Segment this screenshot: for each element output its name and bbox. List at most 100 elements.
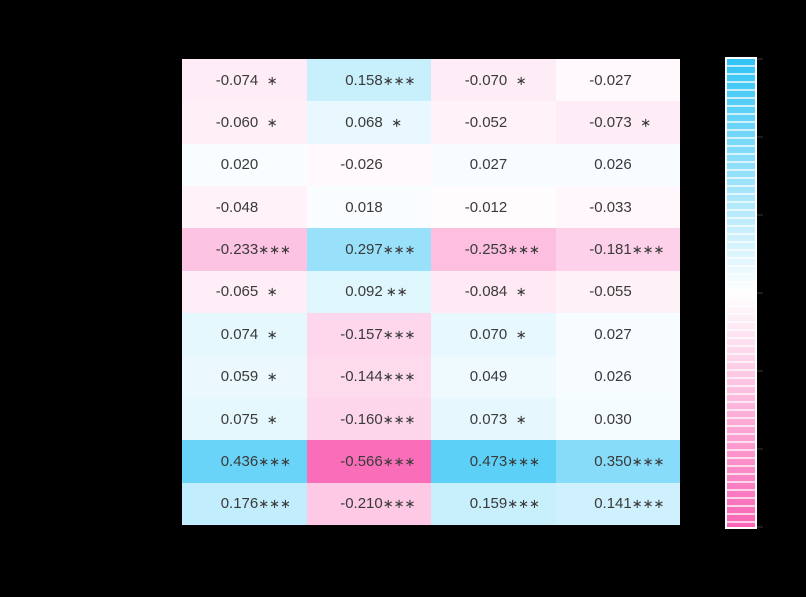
cell-value: -0.073 — [589, 114, 632, 132]
heatmap-cell: -0.181 ∗∗∗ — [555, 228, 680, 271]
heatmap-cell: -0.160 ∗∗∗ — [306, 397, 431, 441]
cell-significance-stars: ∗∗∗ — [258, 496, 291, 512]
heatmap-cell: 0.473 ∗∗∗ — [431, 440, 556, 483]
heatmap-cell: -0.052 — [431, 101, 556, 144]
cell-significance-stars: ∗ — [266, 115, 278, 131]
cell-value: -0.070 — [464, 71, 508, 89]
cell-value: 0.027 — [594, 325, 632, 343]
cell-value: 0.074 — [220, 325, 259, 343]
cell-significance-stars: ∗ — [640, 115, 652, 131]
heatmap-cell: -0.210 ∗∗∗ — [306, 482, 431, 525]
cell-significance-stars: ∗∗∗ — [382, 242, 416, 258]
colorbar-gradient — [727, 59, 755, 527]
colorbar-stripes — [727, 59, 755, 527]
colorbar-tick — [757, 58, 763, 60]
cell-significance-stars: ∗∗∗ — [382, 411, 416, 427]
cell-value: -0.084 — [464, 283, 508, 301]
cell-significance-stars: ∗∗∗ — [507, 496, 540, 512]
cell-significance-stars: ∗∗∗ — [258, 453, 291, 469]
heatmap-cell: 0.075 ∗ — [182, 397, 307, 441]
cell-value: -0.012 — [464, 198, 508, 216]
colorbar-tick — [757, 135, 763, 138]
heatmap-cell: -0.566 ∗∗∗ — [306, 440, 431, 483]
heatmap-cell: -0.157 ∗∗∗ — [306, 313, 431, 356]
cell-value: -0.160 — [340, 410, 383, 428]
heatmap-cell: 0.049 — [431, 355, 556, 398]
cell-significance-stars: ∗∗∗ — [382, 369, 416, 385]
cell-value: -0.210 — [340, 495, 383, 513]
heatmap-cell: -0.144 ∗∗∗ — [306, 355, 431, 398]
cell-significance-stars: ∗∗∗ — [382, 453, 416, 469]
heatmap-cell: 0.027 — [431, 143, 556, 187]
cell-significance-stars: ∗∗ — [385, 284, 408, 300]
cell-significance-stars: ∗ — [266, 369, 278, 385]
cell-value: 0.176 — [220, 495, 259, 513]
cell-value: -0.052 — [464, 114, 508, 132]
heatmap-cell: 0.027 — [555, 313, 680, 356]
cell-significance-stars: ∗∗∗ — [258, 242, 291, 258]
cell-value: -0.027 — [589, 71, 632, 89]
colorbar-tick — [757, 369, 763, 372]
cell-value: 0.030 — [594, 410, 632, 428]
cell-value: 0.070 — [469, 325, 508, 343]
colorbar-tick — [757, 213, 763, 216]
heatmap-cell: 0.141 ∗∗∗ — [555, 482, 680, 525]
cell-value: 0.092 — [345, 283, 383, 301]
cell-significance-stars: ∗ — [266, 72, 278, 88]
cell-value: 0.020 — [220, 156, 259, 174]
cell-value: -0.144 — [340, 368, 383, 386]
cell-value: -0.253 — [464, 241, 508, 259]
cell-value: 0.473 — [469, 452, 508, 470]
colorbar-tick — [757, 526, 763, 528]
heatmap-cell: -0.073 ∗ — [555, 101, 680, 144]
heatmap-cell: -0.012 — [431, 186, 556, 229]
heatmap-cell: 0.092 ∗∗ — [306, 270, 431, 314]
cell-significance-stars: ∗∗∗ — [631, 242, 665, 258]
cell-value: 0.049 — [469, 368, 508, 386]
cell-significance-stars: ∗∗∗ — [507, 242, 540, 258]
cell-value: 0.026 — [594, 368, 632, 386]
heatmap-cell: 0.073 ∗ — [431, 397, 556, 441]
heatmap-cell: -0.055 — [555, 270, 680, 314]
cell-value: 0.027 — [469, 156, 508, 174]
cell-value: 0.073 — [469, 410, 508, 428]
cell-value: 0.026 — [594, 156, 632, 174]
cell-significance-stars: ∗ — [266, 411, 278, 427]
heatmap-cell: 0.158 ∗∗∗ — [306, 59, 431, 102]
heatmap-cell: -0.065 ∗ — [182, 270, 307, 314]
heatmap-cell: -0.233 ∗∗∗ — [182, 228, 307, 271]
heatmap-cell: 0.018 — [306, 186, 431, 229]
cell-significance-stars: ∗ — [266, 326, 278, 342]
cell-significance-stars: ∗∗∗ — [631, 453, 665, 469]
cell-value: -0.181 — [589, 241, 632, 259]
cell-value: -0.074 — [215, 71, 259, 89]
heatmap-cell: 0.350 ∗∗∗ — [555, 440, 680, 483]
heatmap-cell: -0.027 — [555, 59, 680, 102]
cell-value: 0.350 — [594, 452, 632, 470]
cell-value: -0.566 — [340, 452, 383, 470]
cell-value: -0.055 — [589, 283, 632, 301]
cell-value: -0.026 — [340, 156, 383, 174]
heatmap-cell: 0.030 — [555, 397, 680, 441]
heatmap-cell: 0.297 ∗∗∗ — [306, 228, 431, 271]
heatmap-cell: -0.070 ∗ — [431, 59, 556, 102]
cell-value: 0.158 — [345, 71, 383, 89]
cell-value: 0.059 — [220, 368, 259, 386]
cell-significance-stars: ∗∗∗ — [382, 72, 416, 88]
heatmap-cell: -0.074 ∗ — [182, 59, 307, 102]
colorbar-tick — [757, 448, 763, 450]
heatmap-cell: 0.059 ∗ — [182, 355, 307, 398]
heatmap-cell: 0.068 ∗ — [306, 101, 431, 144]
cell-value: 0.159 — [469, 495, 508, 513]
cell-value: 0.018 — [345, 198, 383, 216]
heatmap-cell: 0.436 ∗∗∗ — [182, 440, 307, 483]
heatmap-cell: -0.048 — [182, 186, 307, 229]
cell-significance-stars: ∗ — [515, 411, 527, 427]
cell-significance-stars: ∗ — [266, 284, 278, 300]
heatmap-cell: -0.033 — [555, 186, 680, 229]
heatmap-cell: 0.026 — [555, 143, 680, 187]
cell-significance-stars: ∗ — [515, 326, 527, 342]
cell-significance-stars: ∗∗∗ — [382, 326, 416, 342]
heatmap-cell: -0.084 ∗ — [431, 270, 556, 314]
